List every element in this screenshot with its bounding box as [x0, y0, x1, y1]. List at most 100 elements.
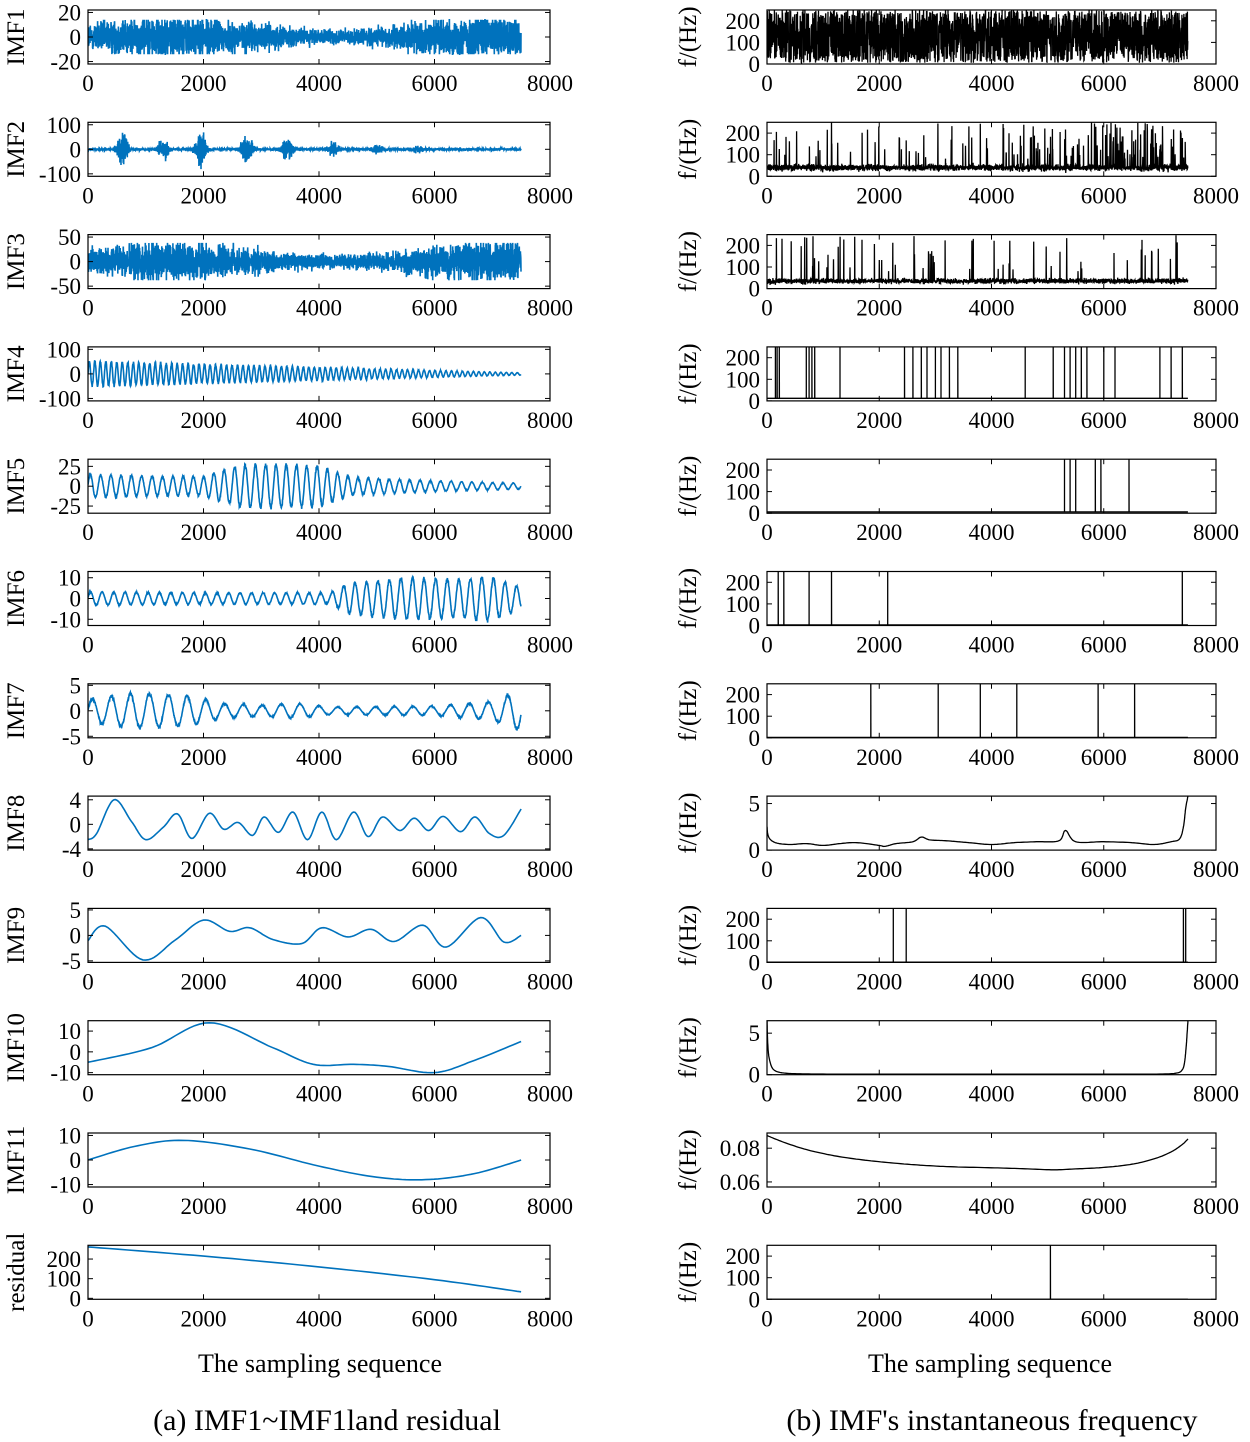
y-tick-label: 0	[70, 812, 82, 837]
y-tick-label: -5	[62, 724, 81, 749]
series-line-if2	[767, 122, 1189, 173]
x-tick-label: 8000	[527, 633, 573, 658]
axes-box	[87, 683, 551, 739]
x-tick-label: 0	[82, 296, 94, 321]
x-tick-label: 6000	[412, 1306, 458, 1331]
x-tick-label: 2000	[181, 1306, 227, 1331]
y-axis-label: IMF3	[3, 233, 30, 290]
y-tick-label: 200	[726, 683, 761, 708]
x-tick-label: 0	[761, 408, 773, 433]
y-tick-label: 0	[749, 1063, 761, 1088]
y-axis-label: IMF11	[3, 1126, 30, 1195]
x-tick-label: 4000	[296, 183, 342, 208]
y-axis-label: f/(Hz)	[675, 119, 702, 180]
y-tick-label: 0	[70, 1286, 82, 1311]
x-axis-label-left: The sampling sequence	[198, 1349, 442, 1378]
y-tick-label: 10	[58, 1123, 81, 1148]
x-tick-label: 8000	[527, 71, 573, 96]
axes-box	[766, 907, 1217, 964]
x-tick-label: 0	[82, 1306, 94, 1331]
x-tick-label: 0	[761, 296, 773, 321]
x-tick-label: 6000	[1081, 183, 1127, 208]
y-tick-label: 0	[749, 726, 761, 751]
axes-box	[87, 1132, 551, 1188]
y-tick-label: 0	[749, 52, 761, 77]
y-tick-label: 0	[749, 389, 761, 414]
y-tick-label: 0	[749, 277, 761, 302]
x-tick-label: 8000	[1193, 71, 1239, 96]
x-tick-label: 6000	[412, 745, 458, 770]
series-line-if8	[767, 796, 1189, 848]
x-tick-label: 0	[761, 745, 773, 770]
series-line-if1	[767, 10, 1189, 64]
x-tick-label: 8000	[1193, 633, 1239, 658]
x-tick-label: 2000	[181, 857, 227, 882]
series-line-if10	[767, 1020, 1189, 1075]
x-tick-label: 2000	[181, 408, 227, 433]
y-tick-label: -10	[50, 1173, 81, 1198]
x-tick-label: 8000	[1193, 1194, 1239, 1219]
y-tick-label: 0	[70, 137, 82, 162]
x-tick-label: 2000	[181, 183, 227, 208]
series-line-if3	[767, 235, 1189, 286]
x-tick-label: 4000	[969, 633, 1015, 658]
x-tick-label: 2000	[856, 296, 902, 321]
y-tick-label: -5	[62, 949, 81, 974]
y-tick-label: 100	[47, 1267, 82, 1292]
series-line-imf3	[88, 242, 522, 281]
x-tick-label: 4000	[969, 1082, 1015, 1107]
series-line-imf5	[88, 461, 522, 511]
x-tick-label: 4000	[296, 745, 342, 770]
x-tick-label: 2000	[181, 71, 227, 96]
x-axis-label-right: The sampling sequence	[868, 1349, 1112, 1378]
y-axis-label: IMF9	[3, 907, 30, 964]
y-tick-label: 100	[726, 704, 761, 729]
x-tick-label: 2000	[856, 1194, 902, 1219]
y-axis-label: IMF7	[3, 682, 30, 739]
axes-box	[766, 346, 1217, 402]
x-tick-label: 0	[82, 745, 94, 770]
x-tick-label: 2000	[856, 633, 902, 658]
x-tick-label: 0	[82, 520, 94, 545]
x-tick-label: 2000	[856, 408, 902, 433]
y-tick-label: 100	[726, 255, 761, 280]
axes-box	[766, 458, 1217, 514]
y-tick-label: -100	[39, 162, 81, 187]
x-tick-label: 8000	[527, 1194, 573, 1219]
y-tick-label: -100	[39, 386, 81, 411]
x-tick-label: 8000	[1193, 183, 1239, 208]
y-tick-label: 0	[749, 164, 761, 189]
x-tick-label: 4000	[969, 1194, 1015, 1219]
y-tick-label: 5	[70, 898, 82, 923]
x-tick-label: 6000	[1081, 633, 1127, 658]
x-tick-label: 0	[82, 408, 94, 433]
x-tick-label: 8000	[527, 296, 573, 321]
x-tick-label: 6000	[1081, 71, 1127, 96]
y-tick-label: 0	[70, 1148, 82, 1173]
y-tick-label: 0	[70, 587, 82, 612]
subplot-r8: 0 2000 4000 6000 8000 5 0 f/(Hz)	[675, 792, 1239, 883]
y-tick-label: -20	[50, 50, 81, 75]
x-tick-label: 0	[761, 1306, 773, 1331]
x-tick-label: 8000	[1193, 857, 1239, 882]
x-tick-label: 6000	[412, 969, 458, 994]
x-tick-label: 4000	[969, 745, 1015, 770]
y-axis-label: f/(Hz)	[675, 680, 702, 741]
x-tick-label: 6000	[1081, 745, 1127, 770]
x-tick-label: 8000	[527, 745, 573, 770]
axes-box	[766, 570, 1217, 627]
x-tick-label: 8000	[1193, 296, 1239, 321]
x-tick-label: 6000	[412, 296, 458, 321]
y-tick-label: 0.08	[720, 1136, 760, 1161]
y-tick-label: 100	[726, 143, 761, 168]
y-tick-label: -4	[62, 837, 82, 862]
x-tick-label: 6000	[412, 520, 458, 545]
